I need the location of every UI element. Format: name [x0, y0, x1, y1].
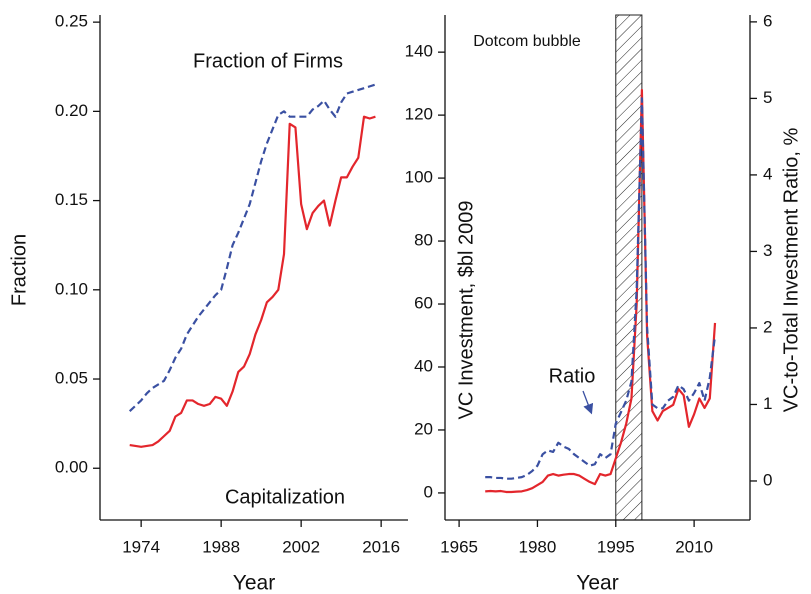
series-line	[485, 97, 717, 480]
y2-tick-label: 2	[763, 317, 772, 336]
y2-tick-label: 5	[763, 88, 772, 107]
x-tick-label: 1980	[519, 537, 557, 556]
y-tick-label: 40	[414, 356, 433, 375]
y-tick-label: 0.15	[55, 190, 88, 209]
y-tick-label: 0.20	[55, 101, 88, 120]
y-tick-label: 0.05	[55, 369, 88, 388]
x-tick-label: 2016	[362, 537, 400, 556]
series-label: Capitalization	[225, 486, 345, 508]
y-axis-title: Fraction	[8, 234, 30, 306]
x-axis-title: Year	[576, 572, 618, 594]
y-tick-label: 60	[414, 294, 433, 313]
x-tick-label: 2002	[282, 537, 320, 556]
y-axis-title: VC Investment, $bl 2009	[455, 200, 477, 419]
series-line	[129, 115, 376, 448]
y-tick-label: 0.10	[55, 279, 88, 298]
x-tick-label: 2010	[675, 537, 713, 556]
y-tick-label: 0	[424, 482, 433, 501]
y2-tick-label: 4	[763, 164, 772, 183]
highlight-label: Dotcom bubble	[473, 33, 581, 50]
x-tick-label: 1965	[440, 537, 478, 556]
y-tick-label: 0.25	[55, 12, 88, 31]
y-tick-label: 120	[405, 105, 433, 124]
y2-axis-title: VC-to-Total Investment Ratio, %	[780, 128, 802, 413]
y2-tick-label: 1	[763, 394, 772, 413]
y-tick-label: 20	[414, 419, 433, 438]
y-tick-label: 100	[405, 168, 433, 187]
series-label: Fraction of Firms	[193, 50, 343, 72]
series-line	[128, 83, 376, 412]
y2-tick-label: 6	[763, 11, 772, 30]
y-tick-label: 0.00	[55, 458, 88, 477]
x-tick-label: 1988	[202, 537, 240, 556]
y-tick-label: 80	[414, 231, 433, 250]
x-tick-label: 1995	[597, 537, 635, 556]
y2-tick-label: 3	[763, 241, 772, 260]
y2-tick-label: 0	[763, 470, 772, 489]
x-tick-label: 1974	[122, 537, 160, 556]
x-axis-title: Year	[233, 572, 275, 594]
y-tick-label: 140	[405, 42, 433, 61]
annotation-arrow	[582, 390, 594, 415]
series-line	[485, 88, 717, 494]
series-label: Ratio	[549, 365, 596, 387]
